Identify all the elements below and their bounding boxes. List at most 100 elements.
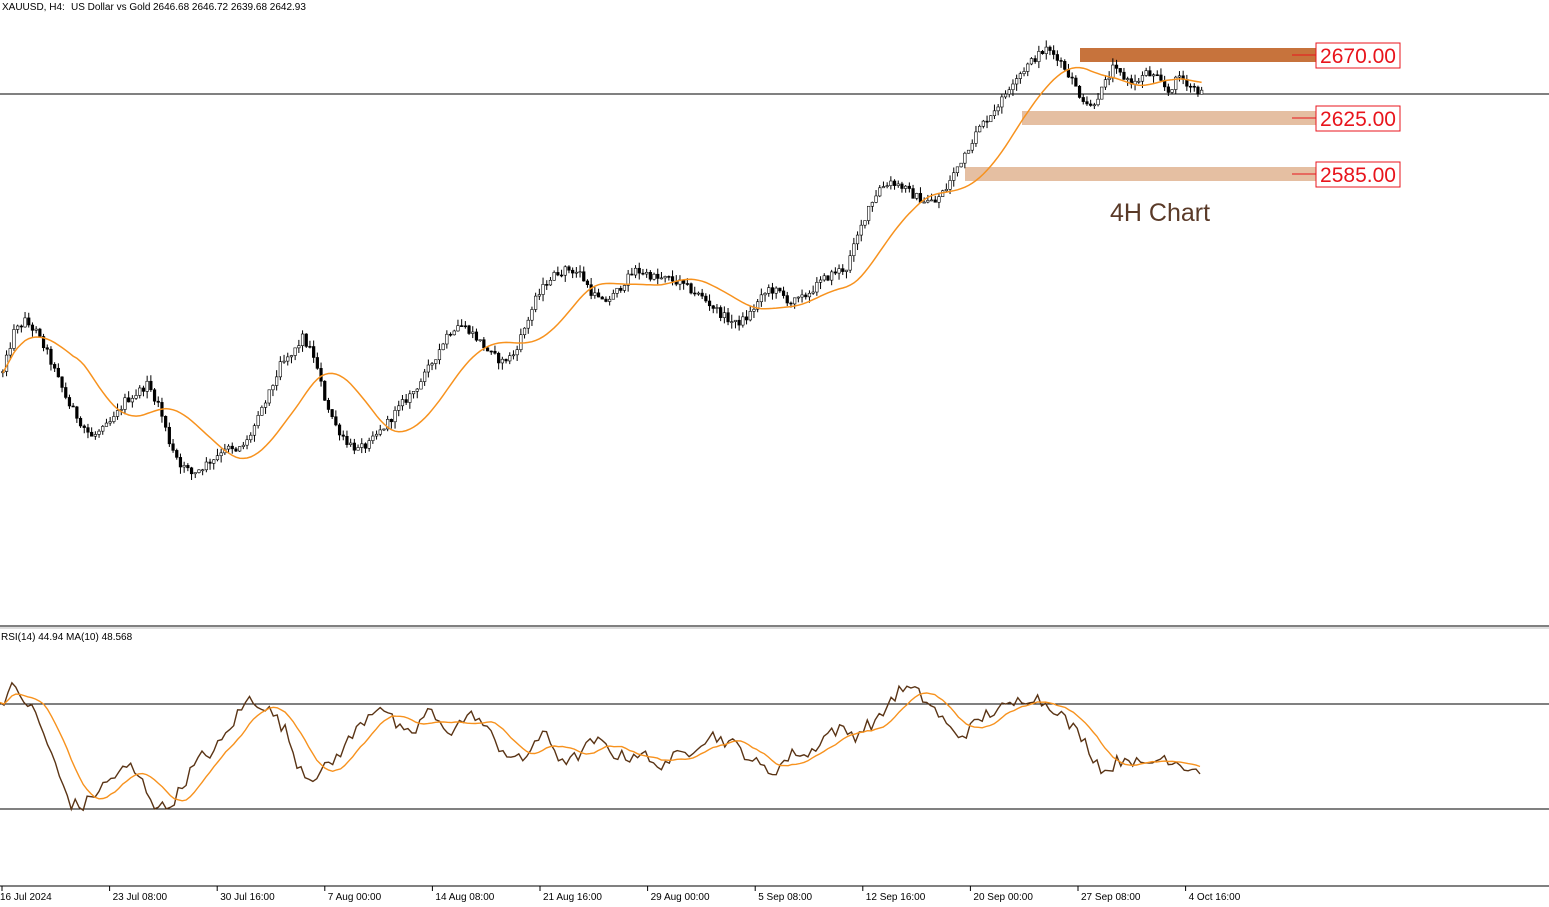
- candle-body: [212, 459, 216, 464]
- time-tick-label: 23 Jul 08:00: [113, 892, 168, 903]
- level-label-box[interactable]: [1315, 161, 1401, 188]
- candle-body: [519, 334, 523, 350]
- candle-body: [756, 301, 760, 310]
- candle-body: [978, 125, 982, 133]
- candle-body: [41, 336, 46, 349]
- candle-body: [456, 325, 460, 332]
- candle-body: [915, 193, 919, 199]
- candle-body: [619, 287, 623, 291]
- candle-body: [656, 273, 660, 279]
- candle-body: [482, 339, 486, 349]
- candle-body: [441, 343, 445, 351]
- candle-body: [1137, 80, 1141, 83]
- candle-body: [326, 400, 331, 410]
- candle-body: [1126, 78, 1130, 80]
- candle-body: [90, 431, 94, 437]
- candle-body: [966, 149, 971, 154]
- candle-body: [759, 294, 763, 303]
- candle-body: [1151, 74, 1156, 77]
- candle-body: [1022, 71, 1026, 74]
- candle-body: [970, 143, 974, 151]
- candle-body: [101, 426, 105, 432]
- candle-body: [996, 106, 1000, 112]
- candle-body: [1192, 85, 1196, 88]
- candle-body: [1092, 104, 1096, 107]
- chart-description: US Dollar vs Gold: [71, 2, 150, 13]
- candle-body: [1040, 51, 1045, 54]
- candle-body: [304, 333, 308, 347]
- level-label-box[interactable]: [1315, 105, 1401, 132]
- candle-body: [863, 220, 867, 226]
- candle-body: [874, 195, 878, 203]
- time-tick-label: 4 Oct 16:00: [1189, 892, 1241, 903]
- time-tick-label: 30 Jul 16:00: [220, 892, 275, 903]
- candle-body: [256, 415, 260, 427]
- candle-body: [878, 187, 882, 197]
- candle-body: [752, 308, 756, 312]
- candle-body: [352, 442, 356, 451]
- candle-body: [411, 391, 416, 395]
- candle-body: [830, 271, 834, 281]
- candle-body: [726, 312, 730, 323]
- candle-body: [800, 294, 804, 298]
- candle-body: [511, 354, 516, 357]
- candle-body: [130, 397, 134, 403]
- candle-body: [785, 295, 789, 304]
- candle-body: [445, 333, 449, 345]
- level-zone-2625.00: [1022, 111, 1316, 125]
- candle-body: [127, 397, 131, 403]
- candle-body: [693, 292, 697, 295]
- chart-symbol: XAUUSD, H4:: [2, 2, 65, 13]
- candle-body: [1059, 60, 1063, 62]
- candle-body: [197, 469, 201, 473]
- candle-body: [104, 422, 109, 427]
- candle-body: [1100, 86, 1104, 100]
- candle-body: [611, 293, 615, 300]
- candle-body: [1144, 70, 1148, 76]
- candle-body: [1166, 86, 1170, 93]
- candle-body: [1107, 77, 1111, 80]
- candle-body: [156, 400, 160, 403]
- candle-body: [382, 428, 386, 431]
- candle-body: [497, 352, 501, 364]
- candle-body: [826, 275, 830, 281]
- candle-body: [711, 305, 715, 309]
- candle-body: [600, 296, 604, 300]
- level-zones: [965, 48, 1316, 181]
- candle-body: [49, 348, 53, 365]
- candle-body: [1148, 70, 1152, 77]
- candle-body: [1155, 74, 1159, 77]
- candle-body: [578, 271, 582, 274]
- candle-body: [260, 407, 264, 416]
- candle-body: [356, 447, 360, 451]
- candle-body: [1114, 64, 1119, 69]
- candle-body: [763, 292, 767, 296]
- candle-body: [1011, 83, 1015, 91]
- candle-body: [397, 405, 401, 411]
- level-label-box[interactable]: [1315, 42, 1401, 69]
- candle-body: [955, 166, 960, 174]
- candle-body: [19, 325, 23, 328]
- candle-body: [626, 273, 630, 286]
- candle-body: [71, 405, 75, 408]
- candle-body: [559, 274, 564, 277]
- candle-body: [393, 410, 397, 423]
- candle-body: [12, 329, 16, 349]
- candle-body: [815, 281, 819, 293]
- candle-body: [1026, 63, 1030, 72]
- rsi-label: RSI(14) 44.94 MA(10) 48.568: [1, 632, 133, 643]
- candle-body: [889, 180, 893, 186]
- candle-body: [730, 321, 734, 323]
- candle-body: [315, 357, 319, 369]
- candle-body: [460, 325, 464, 327]
- candle-body: [881, 186, 886, 189]
- candle-body: [448, 333, 453, 336]
- candle-body: [230, 445, 234, 450]
- candle-body: [952, 172, 956, 181]
- candle-body: [548, 279, 553, 286]
- candle-body: [234, 448, 238, 452]
- candle-body: [1074, 77, 1078, 87]
- candle-body: [737, 319, 741, 326]
- candle-body: [367, 440, 371, 449]
